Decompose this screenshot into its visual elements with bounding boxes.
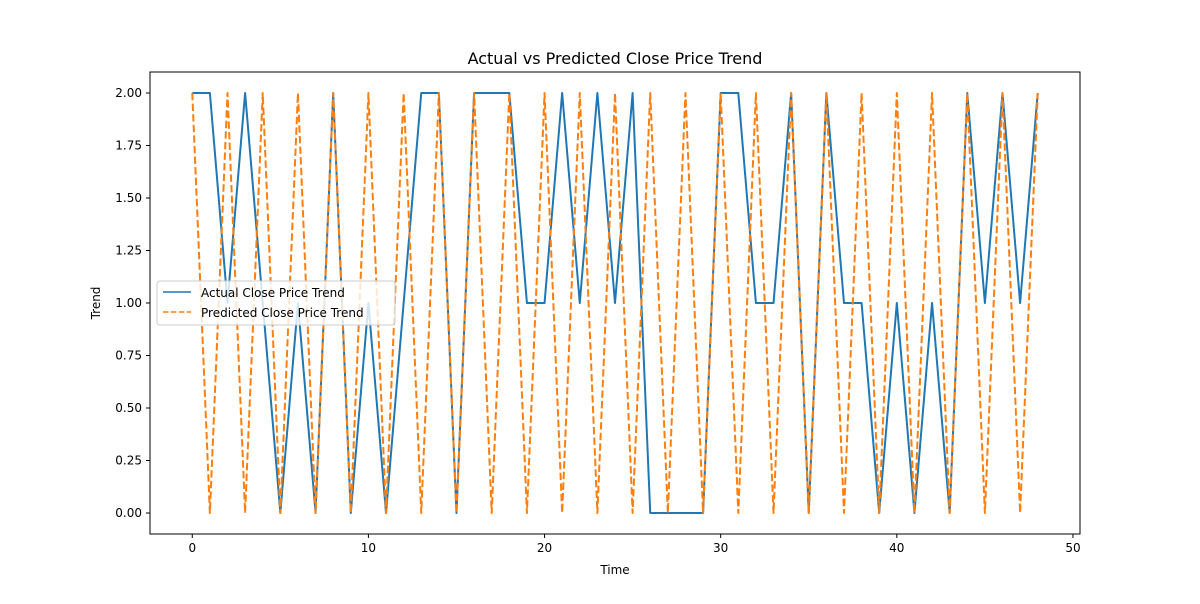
legend-box xyxy=(156,280,396,326)
x-tick-label: 50 xyxy=(1065,541,1080,555)
x-axis: 0 10 20 30 40 50 xyxy=(188,534,1081,555)
y-tick-label: 1.25 xyxy=(115,244,142,258)
x-tick-label: 40 xyxy=(889,541,904,555)
y-axis: 0.00 0.25 0.50 0.75 1.00 1.25 1.50 1.75 2.00 xyxy=(115,86,150,520)
x-axis-label: Time xyxy=(599,563,629,577)
y-tick-label: 0.50 xyxy=(115,401,142,415)
x-tick-label: 20 xyxy=(537,541,552,555)
legend: Actual Close Price Trend Predicted Close… xyxy=(156,280,396,326)
y-tick-label: 0.00 xyxy=(115,506,142,520)
y-tick-label: 1.75 xyxy=(115,139,142,153)
y-tick-label: 1.50 xyxy=(115,191,142,205)
y-tick-label: 1.00 xyxy=(115,296,142,310)
chart-title: Actual vs Predicted Close Price Trend xyxy=(468,49,763,68)
y-tick-label: 0.75 xyxy=(115,349,142,363)
plot-area xyxy=(191,92,1039,514)
y-tick-label: 2.00 xyxy=(115,86,142,100)
legend-label-actual: Actual Close Price Trend xyxy=(201,286,345,300)
legend-label-predicted: Predicted Close Price Trend xyxy=(201,306,364,320)
x-tick-label: 0 xyxy=(188,541,196,555)
y-axis-label: Trend xyxy=(89,287,103,321)
y-tick-label: 0.25 xyxy=(115,454,142,468)
x-tick-label: 10 xyxy=(361,541,376,555)
series-line-predicted xyxy=(191,92,1039,514)
x-tick-label: 30 xyxy=(713,541,728,555)
